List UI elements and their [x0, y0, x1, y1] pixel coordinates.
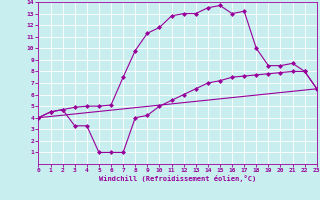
X-axis label: Windchill (Refroidissement éolien,°C): Windchill (Refroidissement éolien,°C) — [99, 175, 256, 182]
